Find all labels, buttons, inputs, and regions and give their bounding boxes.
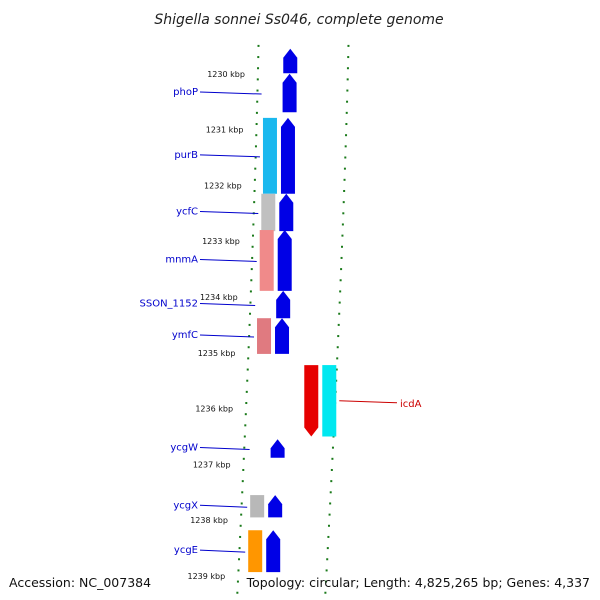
- gene-label-leaders: [199, 91, 398, 553]
- cog-feature-bar: [261, 193, 276, 232]
- gene-label[interactable]: icdA: [400, 399, 422, 410]
- forward-gene-arrow: [275, 318, 290, 354]
- cog-feature-bar: [248, 530, 263, 573]
- cog-feature-bar: [250, 495, 265, 518]
- cog-feature-bar: [259, 230, 274, 291]
- genome-summary-text: Topology: circular; Length: 4,825,265 bp…: [246, 575, 590, 590]
- gene-label[interactable]: SSON_1152: [140, 299, 199, 310]
- forward-gene-arrow: [279, 193, 294, 232]
- forward-gene-arrow: [276, 290, 291, 319]
- gene-label-leader: [199, 154, 260, 158]
- kbp-tick-label: 1234 kbp: [200, 293, 238, 302]
- kbp-tick-label: 1232 kbp: [204, 181, 242, 190]
- cog-feature-track: [248, 117, 337, 573]
- gene-label-leader: [199, 91, 262, 95]
- forward-gene-arrow: [282, 73, 297, 113]
- cog-feature-bar: [262, 117, 277, 194]
- map-title: Shigella sonnei Ss046, complete genome: [154, 12, 443, 28]
- gene-label[interactable]: ycgX: [173, 500, 198, 511]
- kbp-tick-label: 1238 kbp: [190, 516, 228, 525]
- gene-label-leader: [199, 258, 257, 262]
- gene-label-leader: [199, 210, 259, 214]
- kbp-tick-label: 1236 kbp: [195, 405, 233, 414]
- forward-gene-arrow: [270, 439, 285, 458]
- gene-label[interactable]: ycgW: [170, 442, 198, 453]
- kbp-tick-label: 1231 kbp: [206, 126, 244, 135]
- gene-label[interactable]: purB: [174, 150, 198, 161]
- gene-labels: phoP purB ycfC mnmA SSON_1152 ymfC icdA ycgW ycg…: [140, 87, 422, 556]
- gene-label-leader: [199, 504, 248, 508]
- forward-gene-arrow: [268, 495, 283, 518]
- gene-label-leader: [339, 400, 398, 404]
- forward-gene-arrow: [277, 230, 292, 291]
- cog-feature-bar: [322, 365, 337, 437]
- kbp-tick-label: 1233 kbp: [202, 237, 240, 246]
- gene-label-leader: [199, 549, 246, 553]
- reverse-gene-arrow: [304, 365, 319, 437]
- accession-text: Accession: NC_007384: [9, 575, 151, 590]
- forward-gene-arrow: [280, 117, 295, 194]
- gene-label[interactable]: ymfC: [172, 330, 198, 341]
- forward-gene-arrow: [283, 48, 298, 74]
- kbp-tick-label: 1230 kbp: [207, 70, 245, 79]
- gene-feature-track: [266, 48, 319, 573]
- cog-feature-bar: [257, 318, 272, 354]
- kbp-tick-label: 1239 kbp: [187, 572, 225, 581]
- inner-tick-ring: [324, 44, 350, 594]
- gene-label[interactable]: ycgE: [174, 545, 198, 556]
- forward-gene-arrow: [266, 530, 281, 573]
- gene-label-leader: [199, 303, 256, 307]
- kbp-tick-labels: 1230 kbp 1231 kbp 1232 kbp 1233 kbp 1234 kbp…: [187, 70, 244, 581]
- kbp-tick-label: 1235 kbp: [198, 349, 236, 358]
- kbp-tick-label: 1237 kbp: [193, 460, 231, 469]
- gene-label-leader: [199, 446, 250, 450]
- gene-label[interactable]: mnmA: [165, 254, 198, 265]
- gene-label[interactable]: phoP: [173, 87, 198, 98]
- gene-label-leader: [199, 334, 255, 338]
- gene-label[interactable]: ycfC: [176, 206, 198, 217]
- outer-tick-ring: [236, 44, 260, 594]
